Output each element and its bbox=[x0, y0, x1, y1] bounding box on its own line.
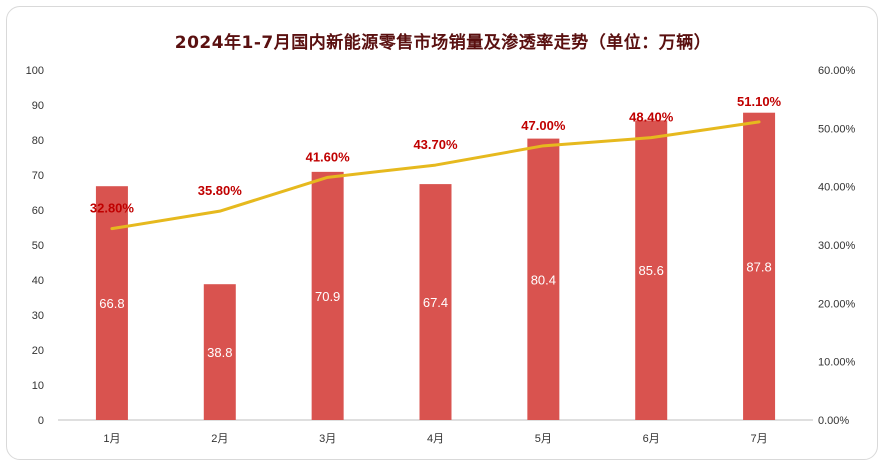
x-axis-ticks: 1月 2月 3月 4月 5月 6月 7月 bbox=[103, 433, 767, 445]
bar-series bbox=[95, 112, 776, 421]
line-value-label: 32.80% bbox=[90, 201, 135, 216]
bar bbox=[635, 120, 668, 421]
penetration-line bbox=[110, 120, 761, 231]
x-axis-tick: 4月 bbox=[427, 433, 444, 445]
bar bbox=[203, 284, 236, 420]
right-axis-tick: 40.00% bbox=[818, 182, 856, 194]
right-axis-tick: 60.00% bbox=[818, 65, 856, 77]
x-axis-tick: 3月 bbox=[319, 433, 336, 445]
left-axis-tick: 10 bbox=[32, 380, 44, 392]
bar-value-label: 80.4 bbox=[531, 272, 556, 287]
x-axis-tick: 2月 bbox=[211, 433, 228, 445]
left-axis-tick: 20 bbox=[32, 345, 44, 357]
bar bbox=[743, 112, 776, 420]
bar-value-label: 66.8 bbox=[99, 296, 124, 311]
line-value-label: 51.10% bbox=[737, 94, 782, 109]
bar-value-label: 38.8 bbox=[207, 345, 232, 360]
line-value-label: 41.60% bbox=[306, 149, 351, 164]
left-axis-tick: 70 bbox=[32, 170, 44, 182]
left-axis-tick: 100 bbox=[26, 65, 44, 77]
right-axis-ticks: 0.00% 10.00% 20.00% 30.00% 40.00% 50.00% 60.00… bbox=[818, 65, 856, 427]
right-axis-tick: 20.00% bbox=[818, 298, 856, 310]
bar-value-label: 67.4 bbox=[423, 295, 448, 310]
bar bbox=[95, 186, 128, 420]
chart-title: 2024年1-7月国内新能源零售市场销量及渗透率走势（单位：万辆） bbox=[174, 33, 712, 53]
x-axis-tick: 1月 bbox=[103, 433, 120, 445]
left-axis-ticks: 0 10 20 30 40 50 60 70 80 90 100 bbox=[26, 65, 44, 427]
line-value-label: 47.00% bbox=[521, 118, 566, 133]
x-axis-tick: 7月 bbox=[751, 433, 768, 445]
bar-value-label: 85.6 bbox=[639, 263, 664, 278]
x-axis-tick: 5月 bbox=[535, 433, 552, 445]
line-value-label: 35.80% bbox=[198, 183, 243, 198]
left-axis-tick: 60 bbox=[32, 205, 44, 217]
left-axis-tick: 80 bbox=[32, 135, 44, 147]
left-axis-tick: 0 bbox=[38, 415, 44, 427]
bar-value-label: 70.9 bbox=[315, 289, 340, 304]
right-axis-tick: 0.00% bbox=[818, 415, 849, 427]
left-axis-tick: 50 bbox=[32, 240, 44, 252]
left-axis-tick: 30 bbox=[32, 310, 44, 322]
line-value-labels: 32.80% 35.80% 41.60% 43.70% 47.00% 48.40% 51.1… bbox=[90, 94, 782, 216]
line-value-label: 48.40% bbox=[629, 110, 674, 125]
right-axis-tick: 30.00% bbox=[818, 240, 856, 252]
line-value-label: 43.70% bbox=[413, 137, 458, 152]
right-axis-tick: 10.00% bbox=[818, 357, 856, 369]
bar bbox=[527, 138, 560, 420]
bar bbox=[419, 184, 452, 420]
bar-value-label: 87.8 bbox=[746, 259, 771, 274]
line-series bbox=[110, 120, 761, 231]
bar-value-labels: 66.8 38.8 70.9 67.4 80.4 85.6 87.8 bbox=[99, 259, 771, 360]
bar bbox=[311, 171, 344, 420]
left-axis-tick: 90 bbox=[32, 100, 44, 112]
x-axis-tick: 6月 bbox=[643, 433, 660, 445]
right-axis-tick: 50.00% bbox=[818, 123, 856, 135]
left-axis-tick: 40 bbox=[32, 275, 44, 287]
